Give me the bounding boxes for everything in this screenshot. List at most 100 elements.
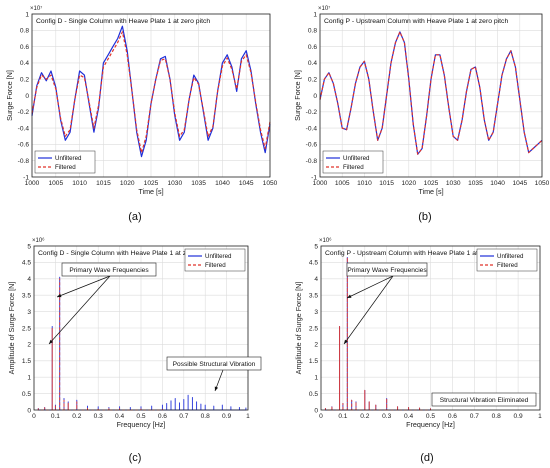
annotation-box [166,356,262,371]
x-tick-label: 0.6 [158,413,167,420]
series-line-filtered [319,31,543,155]
chart-panel-2: 0 0.1 0.2 0.3 0.4 0.5 0.6 0.7 0.8 0.9 1 0 0.5 1 1.5 2 2.… [7,237,262,429]
x-tick-label: 1 [538,413,542,420]
chart-panel-3: 0 0.1 0.2 0.3 0.4 0.5 0.6 0.7 0.8 0.9 1 0 0.5 1 1.5 2 2.… [294,237,542,429]
x-tick-label: 1040 [215,180,230,187]
figure-caption: (c) [129,452,142,464]
y-tick-label: 1 [313,11,317,18]
x-tick-label: 0.7 [470,413,479,420]
y-tick-label: 0 [314,407,318,414]
x-tick-label: 0.2 [72,413,81,420]
y-tick-label: 1 [27,375,31,382]
y-tick-label: -1 [311,174,317,181]
y-tick-label: -0.4 [18,125,30,132]
figure-caption: (a) [128,211,141,223]
x-axis-label: Time [s] [138,187,163,196]
y-tick-label: 1.5 [22,358,31,365]
x-tick-label: 1050 [263,180,278,187]
y-tick-label: 3 [27,309,31,316]
annotation-arrow [346,275,394,299]
x-tick-label: 1040 [490,180,505,187]
y-tick-label: 0.2 [308,77,317,84]
y-tick-label: 0 [313,93,317,100]
x-tick-label: 0.1 [338,413,347,420]
y-tick-label: 3.5 [309,293,318,300]
annotation-box [346,262,428,277]
legend-entry: Unfiltered [497,253,524,260]
annotation-arrowhead [214,386,219,391]
legend: Unfiltered Filtered [184,248,246,272]
x-tick-label: 0.2 [360,413,369,420]
chart-panel-0: 1000 1005 1010 1015 1020 1025 1030 1035 1040 1045… [5,5,278,196]
y-multiplier: ×10⁶ [32,237,45,244]
y-tick-label: 4.5 [309,260,318,267]
annotation-text: Primary Wave Frequencies [347,267,427,274]
y-tick-label: 0 [27,407,31,414]
annotation-arrowhead [57,293,62,298]
annotation-text: Possible Structural Vibration [173,361,256,368]
y-tick-label: 4 [27,276,31,283]
x-tick-label: 0.1 [51,413,60,420]
annotation-arrow [343,275,394,345]
y-multiplier: ×10⁶ [319,237,332,244]
x-tick-label: 1015 [96,180,111,187]
y-tick-label: 1 [25,11,29,18]
x-tick-label: 1015 [379,180,394,187]
y-tick-label: -0.6 [18,142,30,149]
legend-entry: Filtered [55,164,76,171]
y-tick-label: -1 [23,174,29,181]
x-axis-label: Time [s] [418,187,443,196]
x-tick-label: 1045 [512,180,527,187]
x-tick-label: 0.9 [514,413,523,420]
y-tick-label: 0.5 [309,391,318,398]
y-tick-label: 2.5 [309,325,318,332]
x-tick-label: 1020 [401,180,416,187]
y-tick-label: 0.5 [22,391,31,398]
y-axis-label: Surge Force [N] [5,70,14,121]
chart-panel-1: 1000 1005 1010 1015 1020 1025 1030 1035 1040 1045… [293,5,550,196]
x-tick-label: 1 [246,413,250,420]
legend: Unfiltered Filtered [476,248,538,272]
x-tick-label: 0.4 [115,413,124,420]
x-tick-label: 1020 [120,180,135,187]
x-tick-label: 1005 [335,180,350,187]
y-tick-label: -0.2 [18,109,30,116]
annotation-arrow [56,275,111,298]
y-tick-label: 5 [314,243,318,250]
figure-caption: (b) [418,211,431,223]
x-tick-label: 1010 [357,180,372,187]
x-tick-label: 0.5 [136,413,145,420]
x-tick-label: 1030 [446,180,461,187]
x-tick-label: 1050 [535,180,550,187]
y-tick-label: -0.8 [18,158,30,165]
x-tick-label: 1035 [468,180,483,187]
y-axis-label: Amplitude of Surge Force [N] [7,282,16,375]
legend-entry: Unfiltered [343,155,370,162]
y-tick-label: 2.5 [22,325,31,332]
chart-title: Config D - Single Column with Heave Plat… [38,250,212,257]
y-tick-label: 4.5 [22,260,31,267]
y-tick-label: 1 [314,375,318,382]
x-axis-label: Frequency [Hz] [117,420,166,429]
x-tick-label: 0.7 [179,413,188,420]
x-tick-label: 0.9 [222,413,231,420]
axes-box [319,13,543,178]
annotation-text: Primary Wave Frequencies [69,267,149,274]
x-tick-label: 1010 [72,180,87,187]
chart-title: Config P - Upstream Column with Heave Pl… [325,250,509,257]
x-tick-label: 1025 [424,180,439,187]
y-tick-label: -0.2 [306,109,318,116]
y-tick-label: 0.6 [308,44,317,51]
y-tick-label: 0.4 [20,60,29,67]
y-tick-label: 0 [25,93,29,100]
annotation-arrowhead [344,339,348,344]
y-tick-label: 1.5 [309,358,318,365]
x-tick-label: 1025 [144,180,159,187]
y-tick-label: -0.4 [306,125,318,132]
y-tick-label: 0.8 [308,28,317,35]
x-tick-label: 1000 [313,180,328,187]
x-tick-label: 0.8 [492,413,501,420]
legend-entry: Filtered [205,262,226,269]
x-tick-label: 0.3 [94,413,103,420]
